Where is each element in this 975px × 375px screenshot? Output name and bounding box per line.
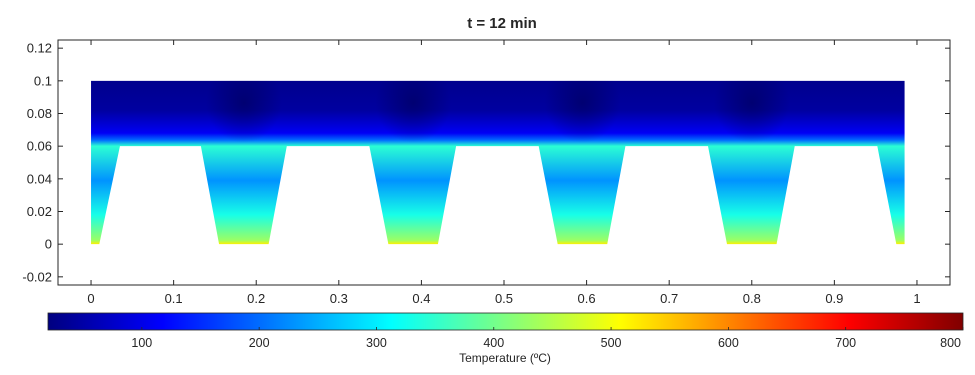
colorbar-gradient: [47, 312, 964, 331]
chart-title: t = 12 min: [467, 15, 537, 32]
colorbar-tick-label: 700: [835, 336, 856, 350]
x-tick-label: 0.5: [495, 291, 513, 306]
colorbar-tick-label: 300: [366, 336, 387, 350]
plot-area: [91, 80, 905, 245]
x-tick-label: 0.8: [743, 291, 761, 306]
axes-frame: [57, 39, 951, 286]
cold-zone: [544, 80, 621, 143]
x-tick-label: 0.7: [660, 291, 678, 306]
y-axis: 0.12 0.1 0.08 0.06 0.04 0.02 0 -0.02: [22, 41, 950, 284]
y-tick-label: -0.02: [22, 269, 52, 284]
cold-zone: [375, 80, 452, 143]
colorbar: 100 200 300 400 500 600 700 800 Temperature (ºC…: [47, 312, 964, 365]
colorbar-tick-label: 100: [131, 336, 152, 350]
colorbar-tick-label: 200: [249, 336, 270, 350]
colorbar-tick-label: 800: [940, 336, 961, 350]
y-tick-label: 0.06: [27, 139, 52, 154]
colorbar-label: Temperature (ºC): [459, 351, 551, 365]
y-tick-label: 0.1: [34, 73, 52, 88]
y-tick-label: 0: [45, 237, 52, 252]
temperature-field: [91, 80, 905, 245]
x-tick-label: 0.3: [330, 291, 348, 306]
colorbar-tick-label: 600: [718, 336, 739, 350]
colorbar-ticks: 100 200 300 400 500 600 700 800: [131, 327, 964, 350]
y-tick-label: 0.02: [27, 204, 52, 219]
x-tick-label: 0.4: [412, 291, 430, 306]
cold-zone: [205, 80, 282, 143]
cold-zone: [713, 80, 790, 143]
colorbar-tick-label: 400: [483, 336, 504, 350]
x-tick-label: 0.2: [247, 291, 265, 306]
x-tick-label: 0.6: [578, 291, 596, 306]
x-tick-label: 0: [87, 291, 94, 306]
y-tick-label: 0.08: [27, 106, 52, 121]
x-tick-label: 1: [913, 291, 920, 306]
y-tick-label: 0.12: [27, 41, 52, 56]
y-tick-label: 0.04: [27, 171, 52, 186]
x-tick-label: 0.9: [825, 291, 843, 306]
colorbar-tick-label: 500: [601, 336, 622, 350]
x-axis: 0 0.1 0.2 0.3 0.4 0.5 0.6 0.7 0.8 0.9 1: [87, 40, 921, 306]
x-tick-label: 0.1: [165, 291, 183, 306]
cold-zones: [205, 80, 790, 143]
